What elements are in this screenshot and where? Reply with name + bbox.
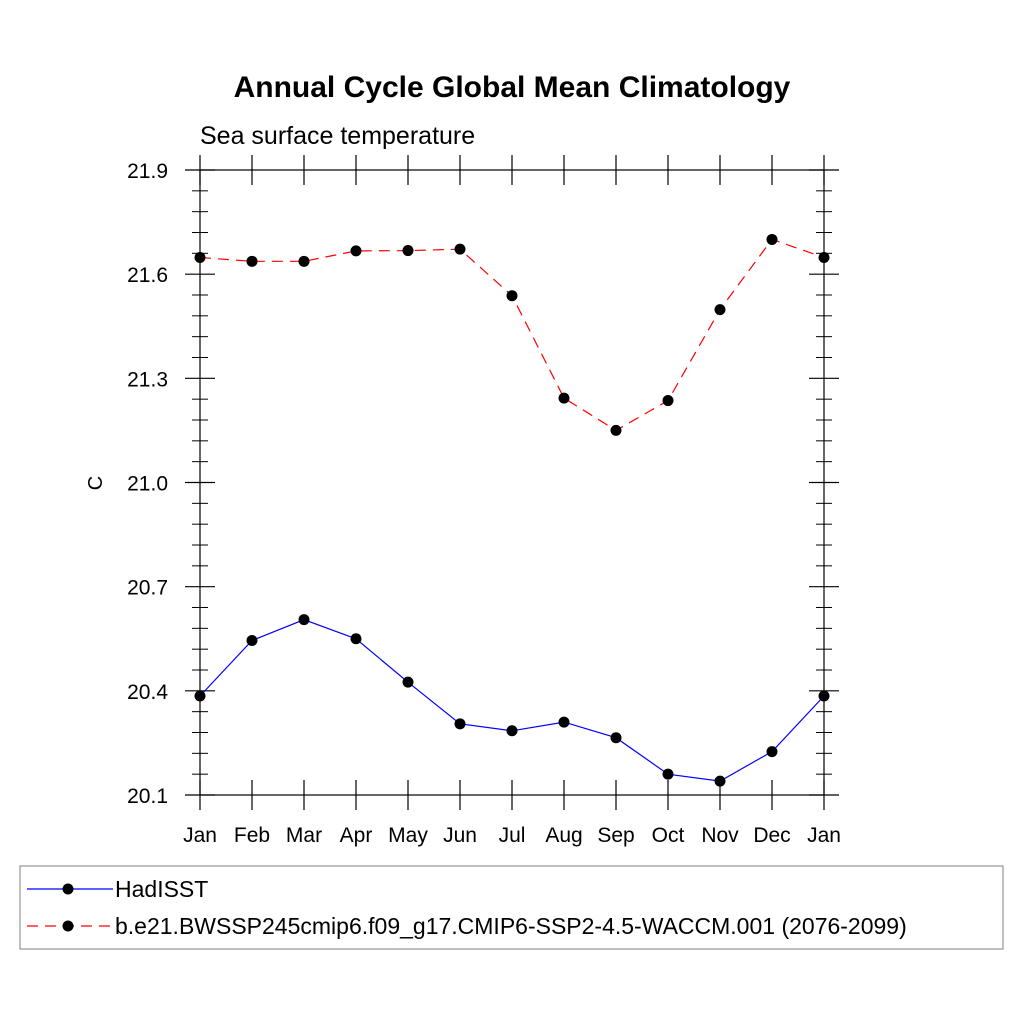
- legend: HadISST b.e21.BWSSP245cmip6.f09_g17.CMIP6…: [27, 876, 907, 939]
- y-tick-label: 21.0: [127, 473, 168, 496]
- chart-title: Annual Cycle Global Mean Climatology: [234, 71, 791, 104]
- legend-marker: [62, 883, 74, 895]
- y-tick-label: 20.4: [127, 681, 168, 704]
- y-tick-label: 20.7: [127, 577, 168, 600]
- data-point: [506, 725, 518, 737]
- legend-marker: [62, 920, 74, 932]
- data-point: [350, 245, 362, 257]
- data-point: [662, 768, 674, 780]
- series-line-model: [199, 238, 825, 432]
- x-tick-label: Aug: [545, 824, 582, 847]
- data-point: [662, 395, 674, 407]
- axis-ticks: [185, 155, 839, 810]
- x-tick-label: Nov: [701, 824, 739, 847]
- x-tick-label: Sep: [597, 824, 634, 847]
- y-tick-label: 20.1: [127, 785, 168, 808]
- x-tick-label: Jan: [183, 824, 217, 847]
- y-axis-label: C: [85, 476, 107, 490]
- chart-subtitle: Sea surface temperature: [200, 122, 475, 150]
- legend-box: [19, 865, 1004, 950]
- data-point: [194, 252, 206, 263]
- legend-label: b.e21.BWSSP245cmip6.f09_g17.CMIP6-SSP2-4…: [115, 913, 907, 939]
- data-point: [298, 614, 310, 626]
- data-point: [246, 255, 258, 267]
- data-point: [350, 633, 362, 645]
- data-point: [454, 243, 466, 255]
- data-point: [766, 746, 778, 758]
- y-tick-label: 21.6: [127, 264, 168, 287]
- data-point: [506, 290, 518, 302]
- y-tick-labels: 20.1 20.4 20.7 21.0 21.3 21.6 21.9: [127, 160, 168, 808]
- data-point: [194, 690, 206, 702]
- x-tick-label: Dec: [753, 824, 790, 847]
- data-point: [714, 304, 726, 316]
- data-point: [558, 716, 570, 728]
- plot-area-frame: [199, 169, 825, 796]
- series-line-hadisst: [199, 619, 825, 782]
- x-tick-label: May: [388, 824, 428, 847]
- legend-label: HadISST: [115, 876, 208, 902]
- data-point: [402, 245, 414, 257]
- data-point: [818, 690, 830, 702]
- data-point: [402, 676, 414, 688]
- y-tick-label: 21.9: [127, 160, 168, 183]
- series-layer: [194, 233, 830, 787]
- x-tick-label: Jun: [443, 824, 477, 847]
- data-point: [298, 255, 310, 267]
- data-point: [610, 424, 622, 436]
- x-tick-label: Apr: [340, 824, 373, 847]
- data-point: [714, 775, 726, 787]
- x-tick-label: Oct: [652, 824, 685, 847]
- x-tick-label: Mar: [286, 824, 322, 847]
- data-point: [454, 718, 466, 730]
- x-tick-labels: Jan Feb Mar Apr May Jun Jul Aug Sep Oct Nov Dec Jan: [183, 824, 841, 847]
- data-point: [766, 233, 778, 245]
- x-tick-label: Feb: [234, 824, 270, 847]
- x-tick-label: Jul: [499, 824, 526, 847]
- data-point: [818, 252, 830, 263]
- y-tick-label: 21.3: [127, 368, 168, 391]
- data-point: [558, 392, 570, 404]
- data-point: [246, 634, 258, 646]
- x-tick-label: Jan: [807, 824, 841, 847]
- data-point: [610, 732, 622, 744]
